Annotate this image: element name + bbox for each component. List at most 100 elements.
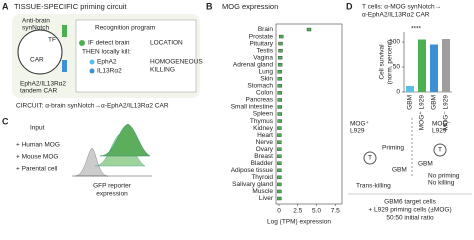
panel-letter: A bbox=[2, 1, 9, 11]
priming: Priming bbox=[382, 145, 404, 152]
y-tick-label: 50 bbox=[393, 64, 401, 71]
y-tick-label: Testis bbox=[256, 47, 273, 54]
t-label: T bbox=[368, 155, 372, 162]
chart-title: α-EphA2/IL13Rα2 CAR bbox=[362, 12, 430, 19]
x-tick-label: 5.0 bbox=[312, 208, 321, 215]
y-tick-label: Small intestine bbox=[231, 104, 274, 111]
x-label: Log (TPM) expression bbox=[267, 219, 331, 226]
y-tick-label: Muscle bbox=[252, 188, 273, 195]
car-label: CAR bbox=[30, 57, 44, 64]
no-priming: No priming bbox=[428, 173, 460, 180]
page: A TISSUE-SPECIFIC priming circuit Anti-b… bbox=[2, 1, 472, 226]
y-tick-label: 0 bbox=[396, 89, 400, 96]
panel-letter: C bbox=[2, 116, 9, 126]
x-tick-label: 7.5 bbox=[331, 208, 340, 215]
y-tick-label: Prostate bbox=[249, 33, 274, 40]
row-label: + Mouse MOG bbox=[16, 154, 58, 161]
input-header: Input bbox=[30, 125, 45, 132]
y-tick-label: Lung bbox=[259, 68, 274, 75]
y-label: (norm. percent) bbox=[387, 40, 394, 84]
y-tick-label: Thyroid bbox=[251, 174, 273, 181]
box bbox=[279, 34, 284, 39]
y-tick-label: Nerve bbox=[256, 139, 274, 146]
t-cell bbox=[17, 29, 63, 75]
killing: KILLING bbox=[150, 67, 175, 74]
box bbox=[277, 119, 282, 123]
box bbox=[277, 91, 282, 95]
x-tick-label: GBM bbox=[431, 95, 438, 110]
brain-dot bbox=[79, 40, 85, 46]
y-tick-label: Pancreas bbox=[246, 97, 274, 104]
row-label: + Human MOG bbox=[16, 142, 60, 149]
y-tick-label: Brain bbox=[258, 26, 274, 33]
histogram bbox=[74, 147, 109, 177]
y-tick-label: Stomach bbox=[247, 83, 273, 90]
box bbox=[277, 112, 282, 116]
box bbox=[277, 98, 282, 102]
caption: GBM6 target cells bbox=[384, 199, 436, 206]
primer: MOG⁻ bbox=[432, 121, 452, 128]
target-dot bbox=[89, 68, 95, 74]
panel-letter: D bbox=[346, 1, 353, 11]
car-name: EphA2/IL13Rα2 bbox=[20, 81, 66, 88]
box bbox=[277, 63, 283, 67]
program-title: Recognition program bbox=[95, 25, 155, 32]
bar bbox=[430, 44, 438, 92]
primer: MOG⁺ bbox=[350, 121, 370, 128]
program-box bbox=[75, 19, 197, 93]
y-tick-label: Vagina bbox=[253, 54, 273, 61]
chart-title: MOG expression bbox=[222, 2, 278, 11]
box bbox=[277, 140, 282, 144]
bar bbox=[406, 86, 414, 92]
x-tick-label: GBM bbox=[407, 95, 414, 110]
box bbox=[306, 27, 312, 32]
t-cell bbox=[363, 151, 377, 165]
y-tick-label: Heart bbox=[257, 132, 273, 139]
y-tick-label: Skin bbox=[260, 76, 273, 83]
bar bbox=[418, 39, 426, 92]
x-label: GFP reporter bbox=[93, 183, 132, 190]
y-tick-label: Spleen bbox=[253, 111, 274, 118]
box bbox=[277, 189, 282, 194]
caption: 50:50 initial ratio bbox=[386, 215, 434, 222]
panel-letter: B bbox=[206, 1, 213, 11]
panel-title: TISSUE-SPECIFIC priming circuit bbox=[14, 2, 127, 11]
caption: + L929 priming cells (±MOG) bbox=[368, 207, 451, 214]
t-label: T bbox=[438, 147, 442, 154]
y-tick-label: Bladder bbox=[251, 160, 274, 167]
y-tick-label: Ovary bbox=[256, 146, 274, 153]
box bbox=[277, 105, 282, 109]
y-tick-label: Liver bbox=[259, 195, 274, 202]
car-name: tandem CAR bbox=[20, 88, 58, 95]
y-tick-label: Pituitary bbox=[250, 40, 274, 47]
y-tick-label: Salivary gland bbox=[232, 181, 273, 188]
killing: HOMOGENEOUS bbox=[150, 59, 203, 66]
car-receptor bbox=[62, 60, 67, 72]
then-line: THEN locally kill: bbox=[82, 49, 131, 56]
x-tick-label: 2.5 bbox=[293, 208, 302, 215]
box bbox=[278, 48, 283, 53]
bar bbox=[442, 39, 450, 92]
target: IL13Rα2 bbox=[97, 68, 122, 75]
box bbox=[277, 168, 282, 173]
circuit: CIRCUIT: α-brain synNotch→α-EphA2/IL13Rα… bbox=[16, 103, 169, 110]
target: EphA2 bbox=[97, 59, 117, 66]
y-tick-label: Colon bbox=[256, 90, 273, 97]
y-tick-label: Breast bbox=[254, 153, 273, 160]
no-priming: No killing bbox=[428, 180, 455, 187]
histogram bbox=[99, 123, 151, 157]
gbm: GBM bbox=[418, 161, 433, 168]
synnotch-receptor bbox=[62, 25, 67, 37]
tf-label: TF bbox=[48, 37, 56, 44]
row-label: + Parental cell bbox=[16, 166, 58, 173]
box bbox=[277, 161, 282, 165]
y-tick-label: Thymus bbox=[250, 118, 274, 125]
trans-killing: Trans-killing bbox=[356, 183, 391, 190]
chart-title: T cells: α-MOG synNotch→ bbox=[362, 4, 441, 11]
gbm: GBM bbox=[392, 167, 407, 174]
box bbox=[277, 133, 282, 137]
box bbox=[277, 84, 282, 88]
if-line: IF detect brain bbox=[88, 40, 130, 47]
y-tick-label: Adrenal gland bbox=[233, 61, 273, 68]
box bbox=[277, 196, 282, 201]
